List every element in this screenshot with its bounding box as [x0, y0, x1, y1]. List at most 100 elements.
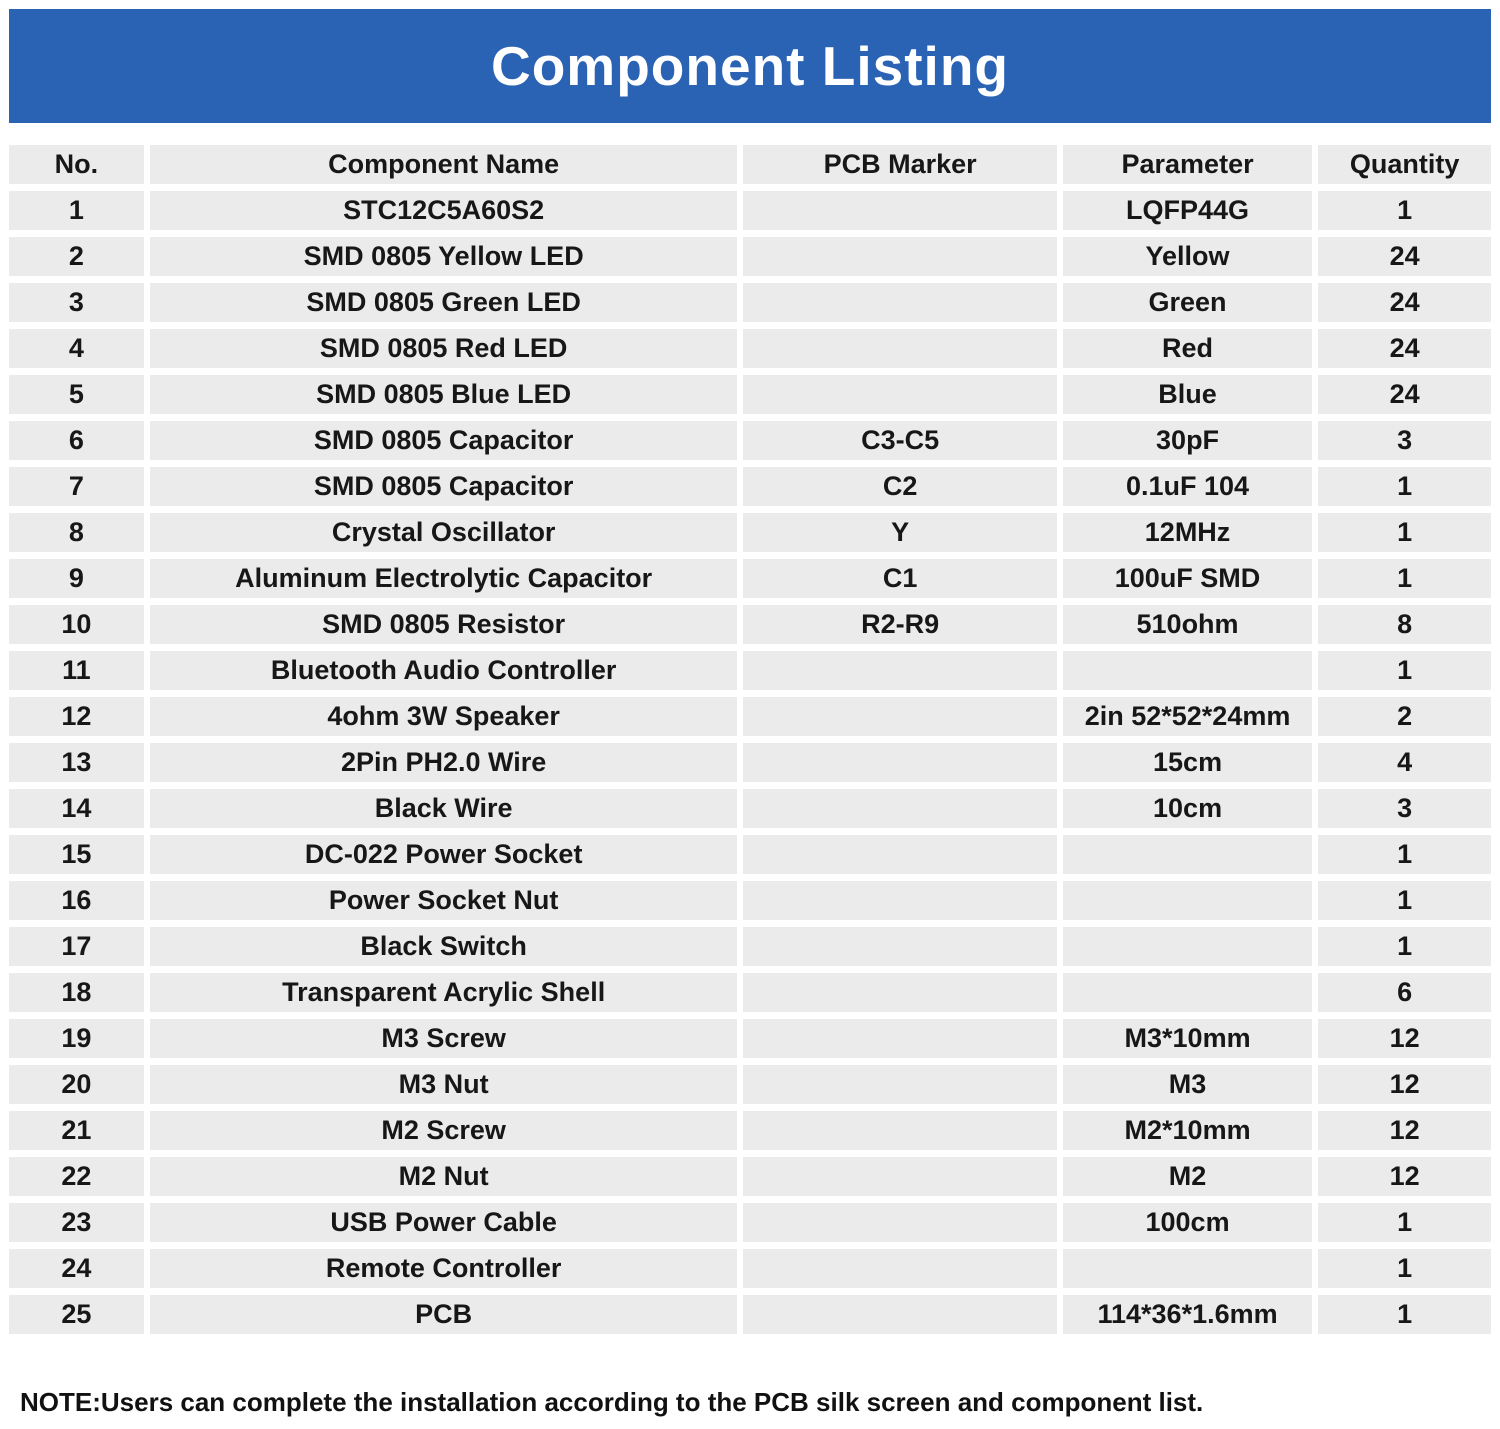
table-cell: Bluetooth Audio Controller: [149, 651, 738, 690]
table-cell: DC-022 Power Socket: [149, 835, 738, 874]
table-cell: PCB: [149, 1295, 738, 1334]
table-cell: 1: [1318, 881, 1491, 920]
table-cell: [743, 237, 1057, 276]
table-row: 23 USB Power Cable 100cm 1: [9, 1203, 1491, 1242]
table-cell: STC12C5A60S2: [149, 191, 738, 230]
table-row: 19 M3 Screw M3*10mm 12: [9, 1019, 1491, 1058]
table-cell: [743, 283, 1057, 322]
table-cell: 24: [1318, 237, 1491, 276]
table-cell: [743, 743, 1057, 782]
page-title: Component Listing: [490, 35, 1010, 97]
table-cell: [743, 1065, 1057, 1104]
table-cell: SMD 0805 Resistor: [149, 605, 738, 644]
table-cell: 0.1uF 104: [1062, 467, 1313, 506]
table-cell: SMD 0805 Green LED: [149, 283, 738, 322]
table-cell: Power Socket Nut: [149, 881, 738, 920]
table-cell: 4ohm 3W Speaker: [149, 697, 738, 736]
table-cell: Black Switch: [149, 927, 738, 966]
table-cell: M3*10mm: [1062, 1019, 1313, 1058]
table-cell: 3: [1318, 421, 1491, 460]
table-cell: SMD 0805 Yellow LED: [149, 237, 738, 276]
table-cell: 2: [1318, 697, 1491, 736]
table-cell: [1062, 1249, 1313, 1288]
table-cell: Blue: [1062, 375, 1313, 414]
table-cell: 24: [1318, 375, 1491, 414]
table-cell: 24: [9, 1249, 144, 1288]
table-cell: 21: [9, 1111, 144, 1150]
table-cell: [1062, 927, 1313, 966]
table-cell: 114*36*1.6mm: [1062, 1295, 1313, 1334]
table-cell: 510ohm: [1062, 605, 1313, 644]
table-cell: [743, 329, 1057, 368]
table-cell: [743, 1295, 1057, 1334]
table-cell: USB Power Cable: [149, 1203, 738, 1242]
table-row: 25 PCB 114*36*1.6mm 1: [9, 1295, 1491, 1334]
table-cell: 13: [9, 743, 144, 782]
table-cell: 5: [9, 375, 144, 414]
table-cell: M3 Screw: [149, 1019, 738, 1058]
table-header-row: No. Component Name PCB Marker Parameter …: [9, 145, 1491, 184]
table-cell: M3: [1062, 1065, 1313, 1104]
table-cell: 2Pin PH2.0 Wire: [149, 743, 738, 782]
table-cell: 3: [1318, 789, 1491, 828]
table-cell: [743, 191, 1057, 230]
table-cell: C2: [743, 467, 1057, 506]
table-cell: Transparent Acrylic Shell: [149, 973, 738, 1012]
table-cell: 14: [9, 789, 144, 828]
table-row: 12 4ohm 3W Speaker 2in 52*52*24mm 2: [9, 697, 1491, 736]
table-cell: M2 Screw: [149, 1111, 738, 1150]
table-cell: 25: [9, 1295, 144, 1334]
table-cell: [743, 881, 1057, 920]
table-cell: 1: [9, 191, 144, 230]
table-cell: 18: [9, 973, 144, 1012]
table-cell: 4: [9, 329, 144, 368]
table-cell: Red: [1062, 329, 1313, 368]
table-cell: SMD 0805 Capacitor: [149, 421, 738, 460]
component-table-body: 1 STC12C5A60S2 LQFP44G 1 2 SMD 0805 Yellow LE…: [9, 191, 1491, 1334]
table-cell: [743, 789, 1057, 828]
table-cell: 4: [1318, 743, 1491, 782]
table-row: 2 SMD 0805 Yellow LED Yellow 24: [9, 237, 1491, 276]
table-cell: 7: [9, 467, 144, 506]
page: Component Listing No. Component Name PCB…: [0, 9, 1500, 1418]
table-row: 5 SMD 0805 Blue LED Blue 24: [9, 375, 1491, 414]
table-row: 17 Black Switch 1: [9, 927, 1491, 966]
table-row: 22 M2 Nut M2 12: [9, 1157, 1491, 1196]
table-cell: Aluminum Electrolytic Capacitor: [149, 559, 738, 598]
table-cell: SMD 0805 Capacitor: [149, 467, 738, 506]
table-cell: M2*10mm: [1062, 1111, 1313, 1150]
table-cell: 1: [1318, 1249, 1491, 1288]
table-cell: [1062, 835, 1313, 874]
table-cell: [743, 973, 1057, 1012]
table-cell: SMD 0805 Blue LED: [149, 375, 738, 414]
table-cell: [743, 1203, 1057, 1242]
table-cell: [743, 697, 1057, 736]
table-row: 20 M3 Nut M3 12: [9, 1065, 1491, 1104]
column-header-parameter: Parameter: [1062, 145, 1313, 184]
table-cell: SMD 0805 Red LED: [149, 329, 738, 368]
component-table: No. Component Name PCB Marker Parameter …: [3, 138, 1497, 1341]
table-cell: 1: [1318, 835, 1491, 874]
table-cell: 20: [9, 1065, 144, 1104]
table-cell: Crystal Oscillator: [149, 513, 738, 552]
table-cell: 12: [9, 697, 144, 736]
table-cell: [1062, 973, 1313, 1012]
table-cell: 10: [9, 605, 144, 644]
table-row: 11 Bluetooth Audio Controller 1: [9, 651, 1491, 690]
table-cell: [743, 835, 1057, 874]
table-cell: C1: [743, 559, 1057, 598]
table-row: 21 M2 Screw M2*10mm 12: [9, 1111, 1491, 1150]
table-cell: Green: [1062, 283, 1313, 322]
table-cell: 12: [1318, 1065, 1491, 1104]
table-cell: 1: [1318, 651, 1491, 690]
table-row: 6 SMD 0805 Capacitor C3-C5 30pF 3: [9, 421, 1491, 460]
table-row: 24 Remote Controller 1: [9, 1249, 1491, 1288]
table-row: 15 DC-022 Power Socket 1: [9, 835, 1491, 874]
table-cell: 1: [1318, 467, 1491, 506]
table-cell: LQFP44G: [1062, 191, 1313, 230]
table-row: 4 SMD 0805 Red LED Red 24: [9, 329, 1491, 368]
table-cell: Y: [743, 513, 1057, 552]
table-cell: [743, 927, 1057, 966]
table-cell: M2: [1062, 1157, 1313, 1196]
table-cell: Remote Controller: [149, 1249, 738, 1288]
